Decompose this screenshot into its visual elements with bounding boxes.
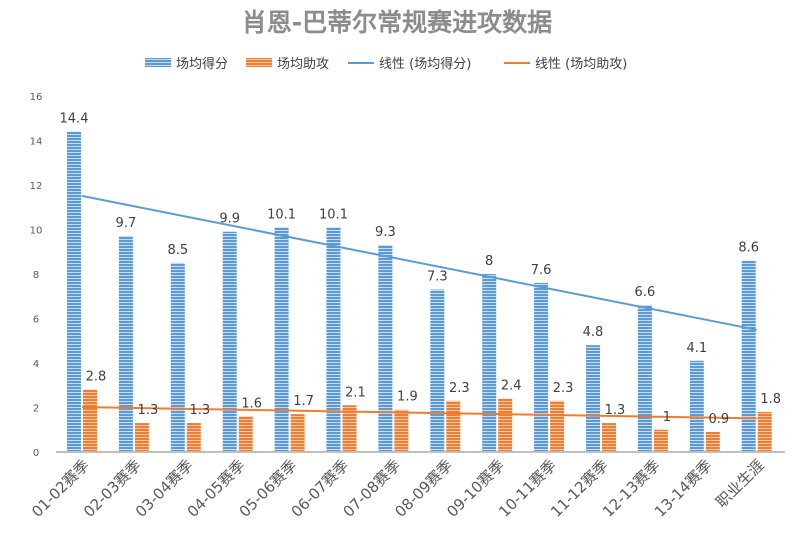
- legend-swatch-assists: [246, 58, 272, 67]
- assists-bar: [238, 416, 253, 452]
- points-data-label: 9.3: [375, 225, 396, 240]
- points-bar: [430, 289, 445, 452]
- y-tick-label: 4: [33, 359, 39, 370]
- points-data-label: 9.7: [116, 216, 137, 231]
- points-data-label: 8.6: [738, 241, 759, 256]
- points-bar: [637, 305, 652, 452]
- points-data-label: 10.1: [267, 207, 296, 222]
- assists-data-label: 1.9: [397, 390, 418, 405]
- assists-data-label: 1: [663, 410, 671, 425]
- assists-data-label: 2.4: [501, 379, 522, 394]
- points-bar: [534, 282, 549, 452]
- y-tick-label: 14: [30, 137, 43, 148]
- legend-label-points-trend: 线性 (场均得分): [379, 56, 471, 72]
- assists-data-label: 1.3: [189, 403, 210, 418]
- points-bar: [586, 345, 600, 452]
- points-bar: [222, 231, 237, 452]
- points-trendline: [81, 194, 757, 331]
- assists-bar: [134, 423, 149, 452]
- assists-data-label: 1.3: [138, 403, 159, 418]
- chart-title: 肖恩-巴蒂尔常规赛进攻数据: [242, 8, 552, 37]
- assists-bar: [186, 423, 201, 452]
- points-data-label: 6.6: [635, 285, 656, 300]
- points-bar: [741, 260, 756, 452]
- x-tick-label: 职业生涯: [712, 456, 767, 511]
- legend-label-assists: 场均助攻: [277, 57, 329, 72]
- points-bar: [378, 245, 393, 452]
- assists-bar: [290, 414, 305, 452]
- assists-data-label: 1.3: [605, 403, 626, 418]
- y-tick-label: 0: [33, 448, 39, 459]
- points-bar: [482, 274, 497, 452]
- points-data-label: 10.1: [319, 207, 348, 222]
- points-data-label: 14.4: [60, 112, 89, 127]
- points-data-label: 7.6: [531, 263, 552, 278]
- assists-bar: [446, 400, 461, 452]
- points-data-label: 4.8: [583, 325, 604, 340]
- data-labels: 14.4 9.7 8.5 9.9 10.1 10.1 9.3 7.3 8 7.6 4.8 6.6 4.1…: [60, 112, 782, 427]
- assists-data-label: 1.8: [760, 392, 781, 407]
- points-bar: [118, 236, 133, 452]
- points-bar: [170, 262, 185, 452]
- assists-bar: [83, 389, 97, 452]
- legend-label-assists-trend: 线性 (场均助攻): [535, 57, 627, 72]
- trendlines: [81, 194, 757, 420]
- assists-bar: [550, 400, 565, 452]
- assists-bar: [394, 409, 409, 452]
- assists-bar: [602, 423, 616, 452]
- assists-data-label: 2.3: [553, 381, 574, 396]
- y-tick-label: 10: [30, 226, 43, 237]
- assists-data-label: 1.7: [293, 394, 314, 409]
- assists-bar: [653, 429, 668, 452]
- assists-bar: [705, 431, 720, 452]
- legend: 场均得分 场均助攻 线性 (场均得分) 线性 (场均助攻): [145, 56, 627, 72]
- assists-data-label: 2.3: [449, 381, 470, 396]
- assists-trendline: [81, 406, 757, 420]
- y-tick-label: 16: [30, 92, 43, 103]
- points-data-label: 8: [485, 254, 493, 269]
- points-data-label: 7.3: [427, 270, 448, 285]
- y-tick-label: 12: [30, 181, 43, 192]
- bars: [67, 131, 772, 452]
- points-data-label: 4.1: [686, 341, 707, 356]
- y-tick-label: 8: [33, 270, 39, 281]
- points-bar: [67, 131, 81, 452]
- assists-data-label: 2.8: [86, 370, 107, 385]
- points-data-label: 8.5: [167, 243, 188, 258]
- assists-data-label: 2.1: [345, 385, 366, 400]
- assists-data-label: 0.9: [708, 412, 729, 427]
- assists-bar: [498, 398, 513, 452]
- y-tick-label: 6: [33, 315, 39, 326]
- assists-data-label: 1.6: [241, 396, 262, 411]
- points-bar: [326, 227, 341, 452]
- x-axis: 01-02赛季02-03赛季03-04赛季04-05赛季05-06赛季06-07…: [28, 456, 767, 521]
- points-bar: [689, 360, 704, 452]
- assists-bar: [342, 405, 357, 452]
- legend-label-points: 场均得分: [176, 56, 228, 72]
- legend-swatch-points: [145, 58, 171, 67]
- y-tick-label: 2: [33, 404, 39, 415]
- assists-bar: [757, 411, 772, 452]
- points-data-label: 9.9: [219, 212, 240, 227]
- points-bar: [274, 227, 289, 452]
- y-axis: 0 2 4 6 8 10 12 14 16: [30, 92, 43, 459]
